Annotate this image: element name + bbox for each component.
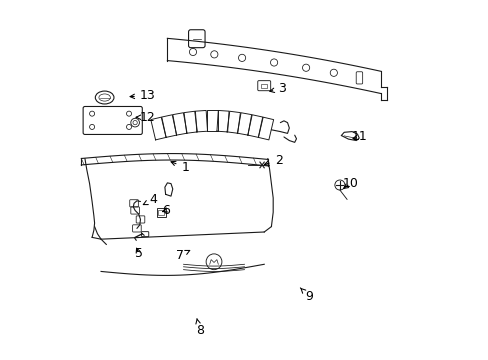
Bar [261,84,267,88]
Text: 1: 1 [171,161,189,174]
Text: 12: 12 [136,111,155,124]
Text: 9: 9 [300,288,312,303]
Text: 5: 5 [134,247,142,260]
Text: 11: 11 [351,130,366,144]
Bar [156,208,165,217]
Text: 4: 4 [143,193,157,206]
Text: 7: 7 [176,249,189,262]
Bar [158,210,164,215]
Text: 3: 3 [269,82,285,95]
Text: 13: 13 [130,89,155,102]
Text: 8: 8 [195,319,203,337]
Text: 2: 2 [264,154,282,167]
Text: 10: 10 [342,177,358,190]
Text: 6: 6 [162,204,169,217]
